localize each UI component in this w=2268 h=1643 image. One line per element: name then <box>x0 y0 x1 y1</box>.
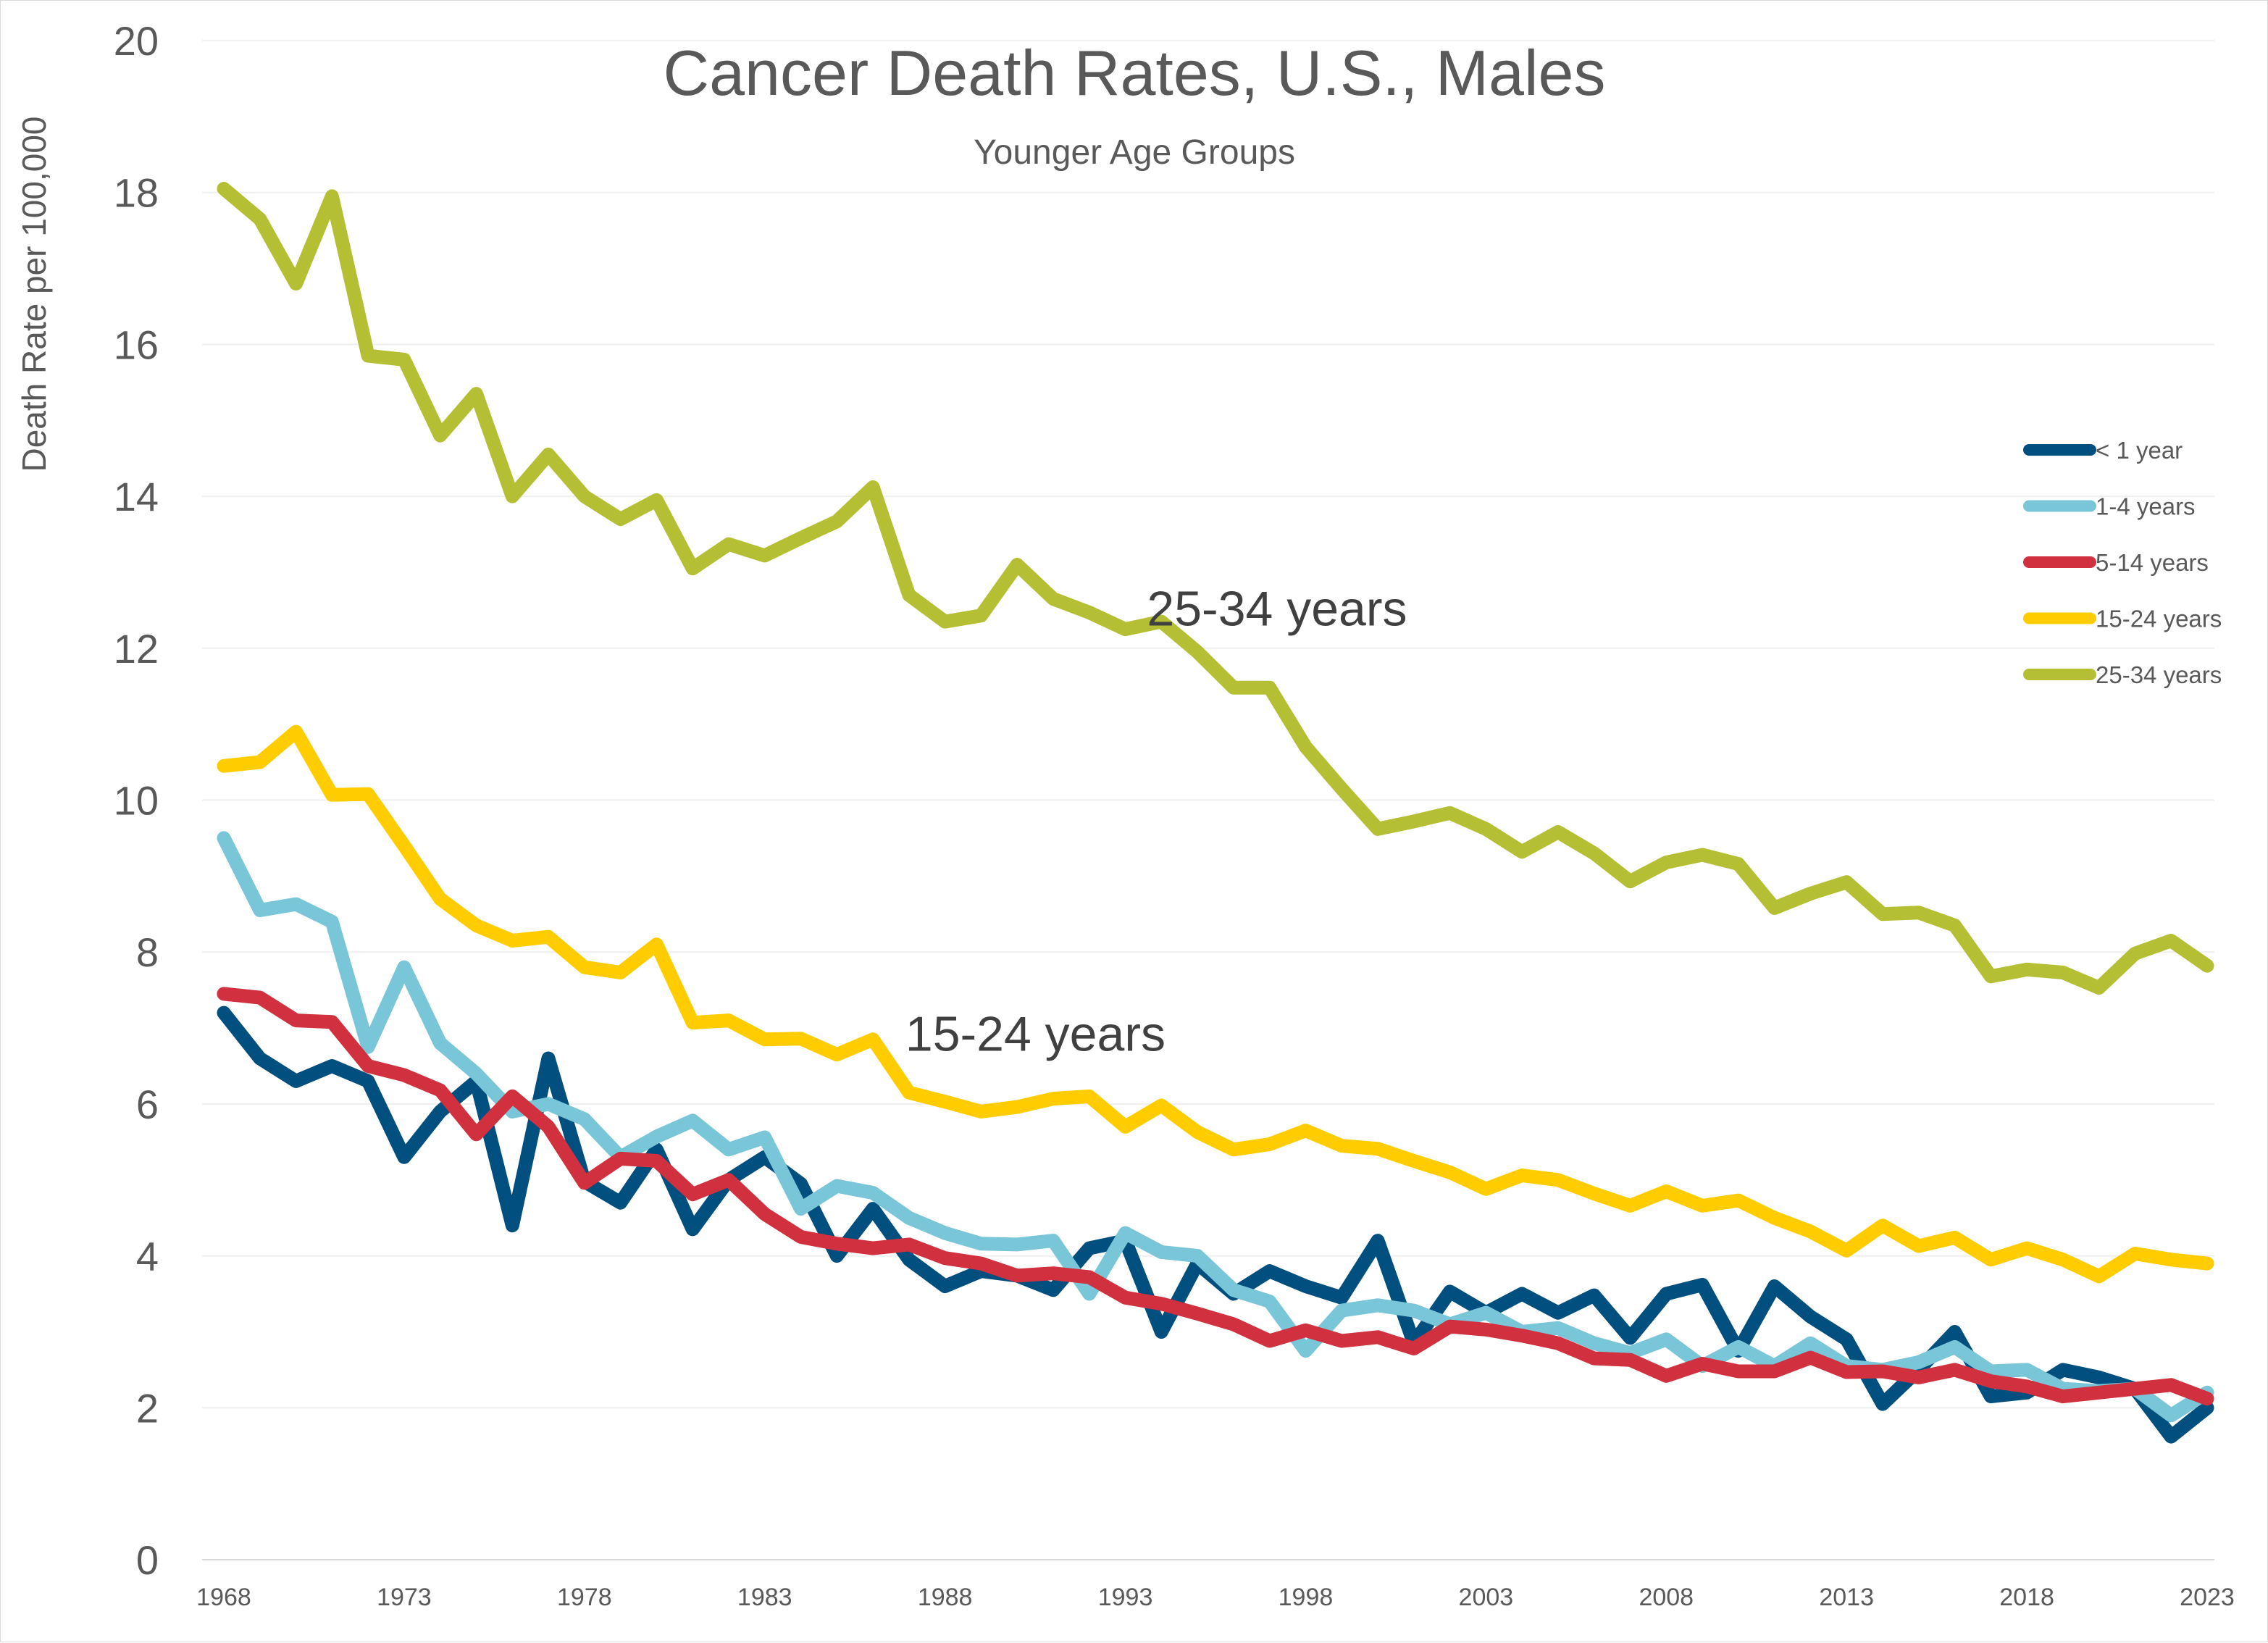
y-tick-label: 20 <box>114 18 159 64</box>
x-tick-label: 1983 <box>737 1584 792 1611</box>
x-tick-label: 1988 <box>918 1584 973 1611</box>
y-tick-label: 4 <box>136 1234 159 1279</box>
series-lines <box>217 182 2214 1444</box>
legend: < 1 year 1-4 years 5-14 years 15-24 years 25… <box>2023 437 2222 688</box>
y-tick-label: 0 <box>136 1537 159 1583</box>
series-line-25-34-years <box>217 182 2214 995</box>
gridlines <box>202 40 2214 1560</box>
annotation-label: 15-24 years <box>905 1007 1166 1062</box>
y-tick-label: 6 <box>136 1082 159 1127</box>
x-tick-label: 2003 <box>1459 1584 1514 1611</box>
y-tick-label: 2 <box>136 1385 159 1431</box>
legend-label: < 1 year <box>2096 437 2183 464</box>
y-tick-label: 12 <box>114 626 159 672</box>
x-tick-label: 2013 <box>1819 1584 1874 1611</box>
y-axis-label: Death Rate per 100,000 <box>15 116 53 472</box>
legend-label: 1-4 years <box>2096 493 2196 520</box>
annotations: 25-34 years 15-24 years <box>905 581 1407 1061</box>
y-tick-label: 14 <box>114 474 159 519</box>
x-tick-label: 1993 <box>1098 1584 1153 1611</box>
x-tick-label: 2008 <box>1639 1584 1694 1611</box>
x-tick-label: 1968 <box>196 1584 251 1611</box>
y-tick-label: 16 <box>114 322 159 367</box>
series-line-1-4-years <box>217 831 2214 1423</box>
y-tick-label: 8 <box>136 929 159 975</box>
chart-title: Cancer Death Rates, U.S., Males <box>664 37 1606 109</box>
x-axis-ticks: 1968 1973 1978 1983 1988 1993 1998 2003 2008 2013… <box>196 1584 2235 1611</box>
x-tick-label: 2023 <box>2180 1584 2235 1611</box>
series-line-15-24-years <box>217 724 2214 1284</box>
x-tick-label: 1978 <box>557 1584 612 1611</box>
y-tick-label: 18 <box>114 170 159 216</box>
x-tick-label: 1998 <box>1279 1584 1334 1611</box>
series-line-5-14-years <box>217 987 2214 1406</box>
legend-label: 15-24 years <box>2096 606 2222 632</box>
legend-label: 5-14 years <box>2096 549 2209 576</box>
annotation-label: 25-34 years <box>1147 581 1407 636</box>
x-tick-label: 1973 <box>377 1584 432 1611</box>
x-tick-label: 2018 <box>1999 1584 2054 1611</box>
y-tick-label: 10 <box>114 778 159 824</box>
chart-subtitle: Younger Age Groups <box>974 133 1295 172</box>
legend-label: 25-34 years <box>2096 661 2222 688</box>
y-axis-ticks: 0 2 4 6 8 10 12 14 16 18 20 <box>114 18 159 1583</box>
